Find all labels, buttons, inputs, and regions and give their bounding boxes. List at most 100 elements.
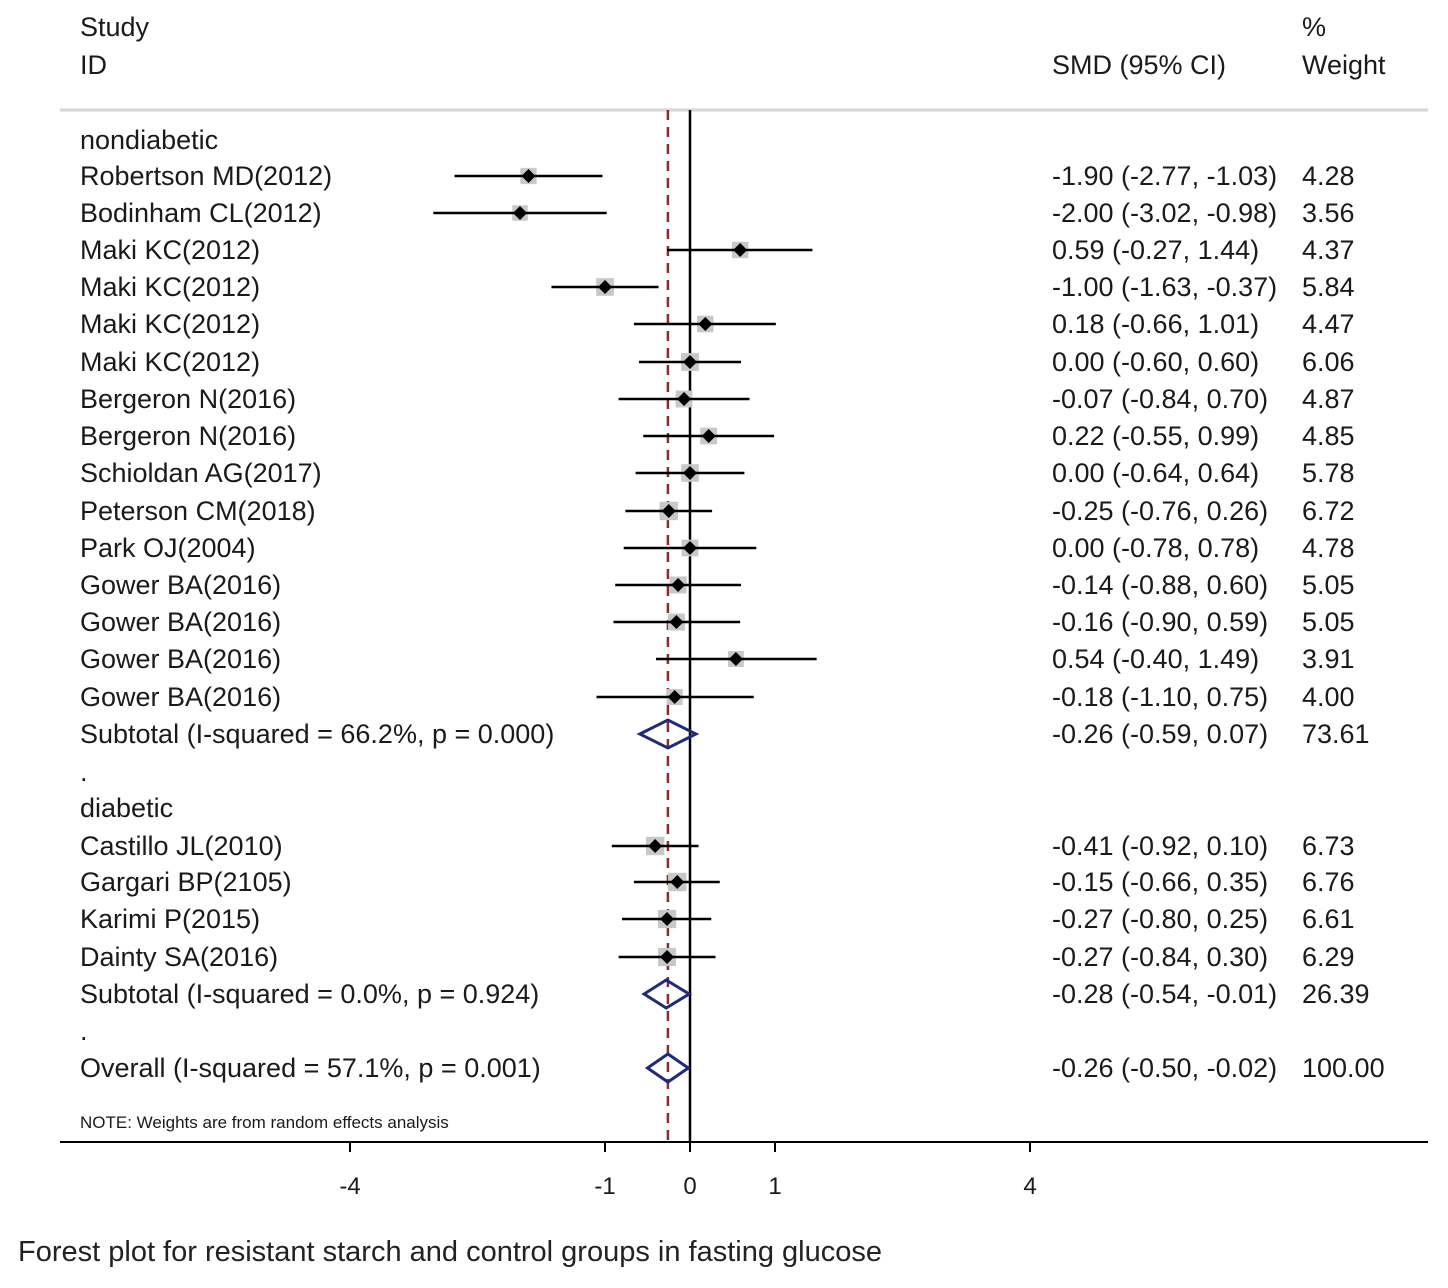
effect-ci-text: -0.27 (-0.80, 0.25)	[1052, 904, 1268, 934]
effect-ci-text: -0.18 (-1.10, 0.75)	[1052, 682, 1268, 712]
point-estimate	[733, 243, 748, 257]
weight-text: 5.05	[1302, 570, 1355, 600]
effect-ci-text: -0.27 (-0.84, 0.30)	[1052, 942, 1268, 972]
pooled-diamond	[644, 1052, 691, 1084]
forest-row-study: Gower BA(2016) -0.16 (-0.90, 0.59) 5.05	[80, 607, 1355, 637]
row-label: Bergeron N(2016)	[80, 421, 296, 451]
forest-row-study: Gargari BP(2105) -0.15 (-0.66, 0.35) 6.76	[80, 867, 1355, 897]
weight-text: 6.29	[1302, 942, 1355, 972]
effect-ci-text: -0.14 (-0.88, 0.60)	[1052, 570, 1268, 600]
row-label: Maki KC(2012)	[80, 272, 260, 302]
weight-text: 6.73	[1302, 831, 1355, 861]
effect-ci-text: 0.54 (-0.40, 1.49)	[1052, 644, 1259, 674]
row-label: Subtotal (I-squared = 66.2%, p = 0.000)	[80, 719, 554, 749]
effect-ci-text: -0.15 (-0.66, 0.35)	[1052, 867, 1268, 897]
point-estimate	[683, 541, 697, 555]
weight-text: 73.61	[1302, 719, 1370, 749]
point-estimate	[728, 652, 743, 666]
forest-row-study: Karimi P(2015) -0.27 (-0.80, 0.25) 6.61	[80, 904, 1355, 934]
point-estimate	[513, 206, 527, 220]
header-study: Study	[80, 12, 150, 42]
row-label: Gargari BP(2105)	[80, 867, 292, 897]
point-estimate	[660, 912, 675, 926]
forest-row-study: Maki KC(2012) 0.18 (-0.66, 1.01) 4.47	[80, 309, 1355, 339]
forest-row-study: Schioldan AG(2017) 0.00 (-0.64, 0.64) 5.78	[80, 458, 1355, 488]
row-label: Overall (I-squared = 57.1%, p = 0.001)	[80, 1053, 541, 1083]
forest-row-spacer: .	[80, 1016, 88, 1046]
x-tick-label: 1	[768, 1173, 781, 1200]
effect-ci-text: -2.00 (-3.02, -0.98)	[1052, 198, 1277, 228]
point-estimate	[683, 355, 697, 369]
row-label: Bodinham CL(2012)	[80, 198, 322, 228]
forest-row-study: Gower BA(2016) -0.18 (-1.10, 0.75) 4.00	[80, 682, 1355, 712]
forest-row-spacer: .	[80, 757, 88, 787]
x-tick-label: -1	[594, 1173, 615, 1200]
figure-caption: Forest plot for resistant starch and con…	[18, 1236, 882, 1268]
row-label: Park OJ(2004)	[80, 533, 256, 563]
header-weight-percent: %	[1302, 12, 1326, 42]
row-label: Gower BA(2016)	[80, 682, 281, 712]
forest-row-study: Dainty SA(2016) -0.27 (-0.84, 0.30) 6.29	[80, 942, 1355, 972]
point-estimate	[670, 875, 685, 889]
header-id: ID	[80, 50, 107, 80]
effect-ci-text: 0.00 (-0.60, 0.60)	[1052, 347, 1259, 377]
point-estimate	[677, 392, 692, 406]
weight-text: 6.61	[1302, 904, 1355, 934]
point-estimate	[661, 504, 676, 518]
header-effect: SMD (95% CI)	[1052, 50, 1226, 80]
forest-rows: nondiabetic Robertson MD(2012) -1.90 (-2.7…	[80, 125, 1385, 1084]
row-label: Robertson MD(2012)	[80, 161, 332, 191]
forest-row-study: Maki KC(2012) 0.59 (-0.27, 1.44) 4.37	[80, 235, 1355, 265]
group-label: nondiabetic	[80, 125, 218, 155]
row-label: Gower BA(2016)	[80, 570, 281, 600]
effect-ci-text: -0.07 (-0.84, 0.70)	[1052, 384, 1268, 414]
weight-text: 4.28	[1302, 161, 1355, 191]
pooled-diamond	[641, 978, 693, 1010]
forest-row-study: Robertson MD(2012) -1.90 (-2.77, -1.03) 4.…	[80, 161, 1355, 191]
forest-row-subtotal: Subtotal (I-squared = 66.2%, p = 0.000) -…	[80, 718, 1370, 750]
forest-row-study: Bodinham CL(2012) -2.00 (-3.02, -0.98) 3.5…	[80, 198, 1355, 228]
weight-text: 6.72	[1302, 496, 1355, 526]
effect-ci-text: -0.28 (-0.54, -0.01)	[1052, 979, 1277, 1009]
row-label: Maki KC(2012)	[80, 309, 260, 339]
header-weight: Weight	[1302, 50, 1386, 80]
weight-text: 4.47	[1302, 309, 1355, 339]
effect-ci-text: -1.90 (-2.77, -1.03)	[1052, 161, 1277, 191]
forest-row-study: Peterson CM(2018) -0.25 (-0.76, 0.26) 6.72	[80, 496, 1355, 526]
point-estimate	[671, 578, 686, 592]
forest-row-study: Gower BA(2016) -0.14 (-0.88, 0.60) 5.05	[80, 570, 1355, 600]
row-label: Castillo JL(2010)	[80, 831, 283, 861]
forest-row-study: Castillo JL(2010) -0.41 (-0.92, 0.10) 6.73	[80, 831, 1355, 861]
x-tick-label: 0	[683, 1173, 696, 1200]
forest-row-study: Park OJ(2004) 0.00 (-0.78, 0.78) 4.78	[80, 533, 1355, 563]
forest-row-study: Gower BA(2016) 0.54 (-0.40, 1.49) 3.91	[80, 644, 1355, 674]
effect-ci-text: 0.22 (-0.55, 0.99)	[1052, 421, 1259, 451]
x-tick-label: 4	[1023, 1173, 1036, 1200]
weight-text: 6.76	[1302, 867, 1355, 897]
weight-text: 5.84	[1302, 272, 1355, 302]
effect-ci-text: -0.41 (-0.92, 0.10)	[1052, 831, 1268, 861]
effect-ci-text: -0.26 (-0.59, 0.07)	[1052, 719, 1268, 749]
forest-row-study: Bergeron N(2016) 0.22 (-0.55, 0.99) 4.85	[80, 421, 1355, 451]
row-label: Peterson CM(2018)	[80, 496, 316, 526]
pooled-diamond	[636, 718, 700, 750]
point-estimate	[521, 169, 536, 183]
effect-ci-text: 0.18 (-0.66, 1.01)	[1052, 309, 1259, 339]
effect-ci-text: -1.00 (-1.63, -0.37)	[1052, 272, 1277, 302]
point-estimate	[667, 690, 682, 704]
point-estimate	[698, 317, 713, 331]
spacer-dot: .	[80, 757, 88, 787]
forest-row-group: diabetic	[80, 793, 173, 823]
row-label: Maki KC(2012)	[80, 347, 260, 377]
forest-plot: Study ID SMD (95% CI) % Weight nondiabet…	[60, 12, 1428, 1200]
effect-ci-text: -0.26 (-0.50, -0.02)	[1052, 1053, 1277, 1083]
group-label: diabetic	[80, 793, 173, 823]
forest-row-study: Maki KC(2012) 0.00 (-0.60, 0.60) 6.06	[80, 347, 1355, 377]
point-estimate	[660, 950, 675, 964]
weight-text: 26.39	[1302, 979, 1370, 1009]
spacer-dot: .	[80, 1016, 88, 1046]
weight-text: 5.78	[1302, 458, 1355, 488]
weight-text: 4.78	[1302, 533, 1355, 563]
effect-ci-text: 0.00 (-0.78, 0.78)	[1052, 533, 1259, 563]
weight-text: 6.06	[1302, 347, 1355, 377]
